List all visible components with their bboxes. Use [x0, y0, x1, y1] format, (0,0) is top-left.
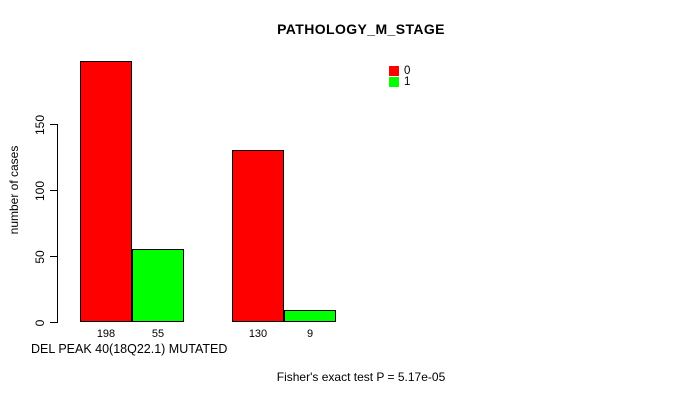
y-axis-tick-label: 150	[33, 114, 47, 135]
legend-swatch	[389, 66, 399, 76]
legend-label: 1	[404, 76, 411, 88]
bar-value-label: 198	[96, 328, 116, 340]
y-axis-line	[57, 124, 58, 323]
bar-value-label: 9	[306, 328, 314, 340]
y-axis-tick-label: 100	[33, 180, 47, 201]
bar-series-0	[232, 150, 284, 322]
bar-series-1	[132, 249, 184, 322]
y-axis-tick	[50, 124, 57, 125]
y-axis-label: number of cases	[7, 145, 21, 235]
bar-series-1	[284, 310, 336, 322]
x-axis-label: DEL PEAK 40(18Q22.1) MUTATED	[31, 342, 228, 356]
y-axis-tick	[50, 256, 57, 257]
y-axis-tick-label: 0	[33, 319, 47, 326]
fisher-test-annotation: Fisher's exact test P = 5.17e-05	[276, 370, 446, 384]
y-axis-tick-label: 50	[33, 249, 47, 264]
y-axis-tick	[50, 322, 57, 323]
chart-title: PATHOLOGY_M_STAGE	[277, 21, 445, 37]
bar-value-label: 130	[248, 328, 268, 340]
legend-label: 0	[404, 65, 411, 77]
y-axis-tick	[50, 190, 57, 191]
legend-item: 0	[389, 65, 411, 77]
bar-series-0	[80, 60, 132, 322]
legend-item: 1	[389, 76, 411, 88]
bar-value-label: 55	[151, 328, 165, 340]
legend-swatch	[389, 77, 399, 87]
